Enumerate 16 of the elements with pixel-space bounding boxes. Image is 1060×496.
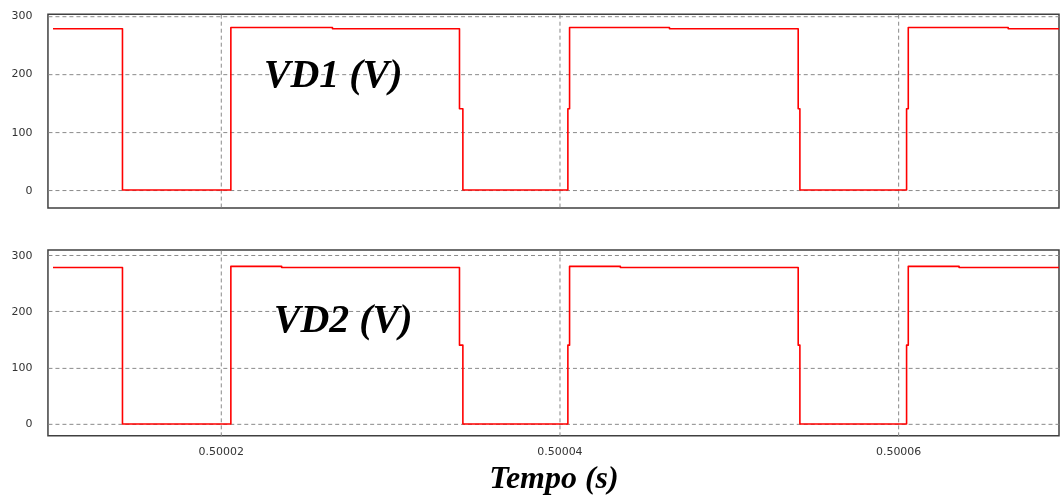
x-axis-title: Tempo (s) [489,460,619,496]
y-tick-label: 300 [11,9,33,23]
line-series [52,26,1059,191]
x-tick-label: 0.50002 [198,445,244,459]
y-tick-label: 100 [11,361,33,375]
x-tick-label: 0.50006 [875,445,922,459]
x-tick-label: 0.50004 [537,445,583,459]
y-tick-label: 200 [11,304,33,318]
y-tick-label: 0 [25,417,33,431]
annotation: VD1 (V) [263,51,403,97]
annotation: VD2 (V) [273,295,413,341]
line-series [52,265,1059,425]
y-tick-label: 300 [11,248,33,262]
y-tick-label: 200 [11,67,33,81]
y-tick-label: 0 [25,183,33,197]
y-tick-label: 100 [11,125,33,139]
